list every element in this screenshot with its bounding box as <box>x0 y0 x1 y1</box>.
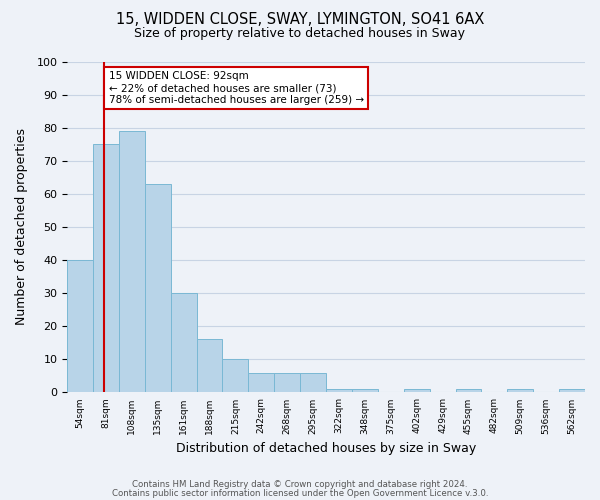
Bar <box>326 389 352 392</box>
Text: Contains HM Land Registry data © Crown copyright and database right 2024.: Contains HM Land Registry data © Crown c… <box>132 480 468 489</box>
Bar <box>145 184 170 392</box>
Bar <box>508 389 533 392</box>
Bar <box>93 144 119 392</box>
Bar <box>197 340 223 392</box>
Bar <box>119 131 145 392</box>
Text: Size of property relative to detached houses in Sway: Size of property relative to detached ho… <box>134 28 466 40</box>
Bar <box>248 372 274 392</box>
Text: 15 WIDDEN CLOSE: 92sqm
← 22% of detached houses are smaller (73)
78% of semi-det: 15 WIDDEN CLOSE: 92sqm ← 22% of detached… <box>109 72 364 104</box>
Bar <box>300 372 326 392</box>
Bar <box>404 389 430 392</box>
Bar <box>223 360 248 392</box>
Bar <box>455 389 481 392</box>
Bar <box>559 389 585 392</box>
Text: 15, WIDDEN CLOSE, SWAY, LYMINGTON, SO41 6AX: 15, WIDDEN CLOSE, SWAY, LYMINGTON, SO41 … <box>116 12 484 28</box>
Bar <box>170 293 197 392</box>
Y-axis label: Number of detached properties: Number of detached properties <box>15 128 28 326</box>
Bar <box>67 260 93 392</box>
X-axis label: Distribution of detached houses by size in Sway: Distribution of detached houses by size … <box>176 442 476 455</box>
Bar <box>274 372 300 392</box>
Text: Contains public sector information licensed under the Open Government Licence v.: Contains public sector information licen… <box>112 488 488 498</box>
Bar <box>352 389 378 392</box>
